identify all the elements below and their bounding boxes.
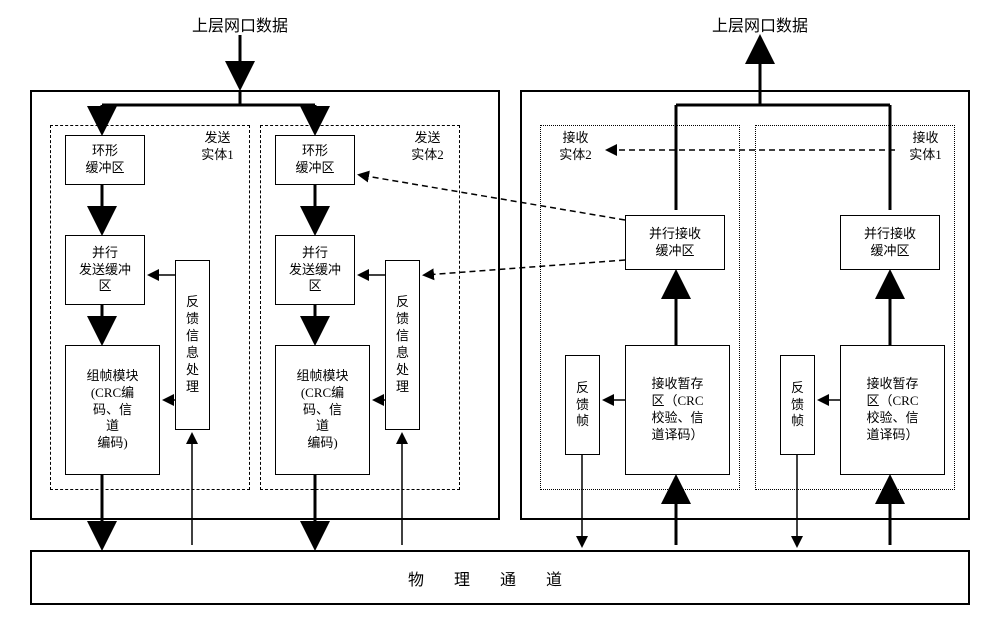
phys-channel: 物理通道 [30,550,970,605]
send-entity2-label: 发送实体2 [400,130,455,164]
send-entity1-frame: 组帧模块(CRC编码、信道编码) [65,345,160,475]
recv-entity1-fbframe: 反馈帧 [780,355,815,455]
top-label-right: 上层网口数据 [680,12,840,36]
recv-entity1-recvbuf: 并行接收缓冲区 [840,215,940,270]
send-entity1-ring: 环形缓冲区 [65,135,145,185]
recv-entity2-fbframe: 反馈帧 [565,355,600,455]
recv-entity1-label: 接收实体1 [898,130,953,164]
recv-entity2-stage: 接收暂存区（CRC校验、信道译码） [625,345,730,475]
top-label-left: 上层网口数据 [160,12,320,36]
send-entity2-feedback: 反馈信息处理 [385,260,420,430]
send-entity2-sendbuf: 并行发送缓冲区 [275,235,355,305]
send-entity2-ring: 环形缓冲区 [275,135,355,185]
recv-entity1-stage: 接收暂存区（CRC校验、信道译码） [840,345,945,475]
send-entity1-label: 发送实体1 [190,130,245,164]
recv-entity2-label: 接收实体2 [548,130,603,164]
send-entity1-sendbuf: 并行发送缓冲区 [65,235,145,305]
send-entity1-feedback: 反馈信息处理 [175,260,210,430]
recv-entity2-recvbuf: 并行接收缓冲区 [625,215,725,270]
send-entity2-frame: 组帧模块(CRC编码、信道编码) [275,345,370,475]
phys-channel-label: 物理通道 [408,566,592,590]
